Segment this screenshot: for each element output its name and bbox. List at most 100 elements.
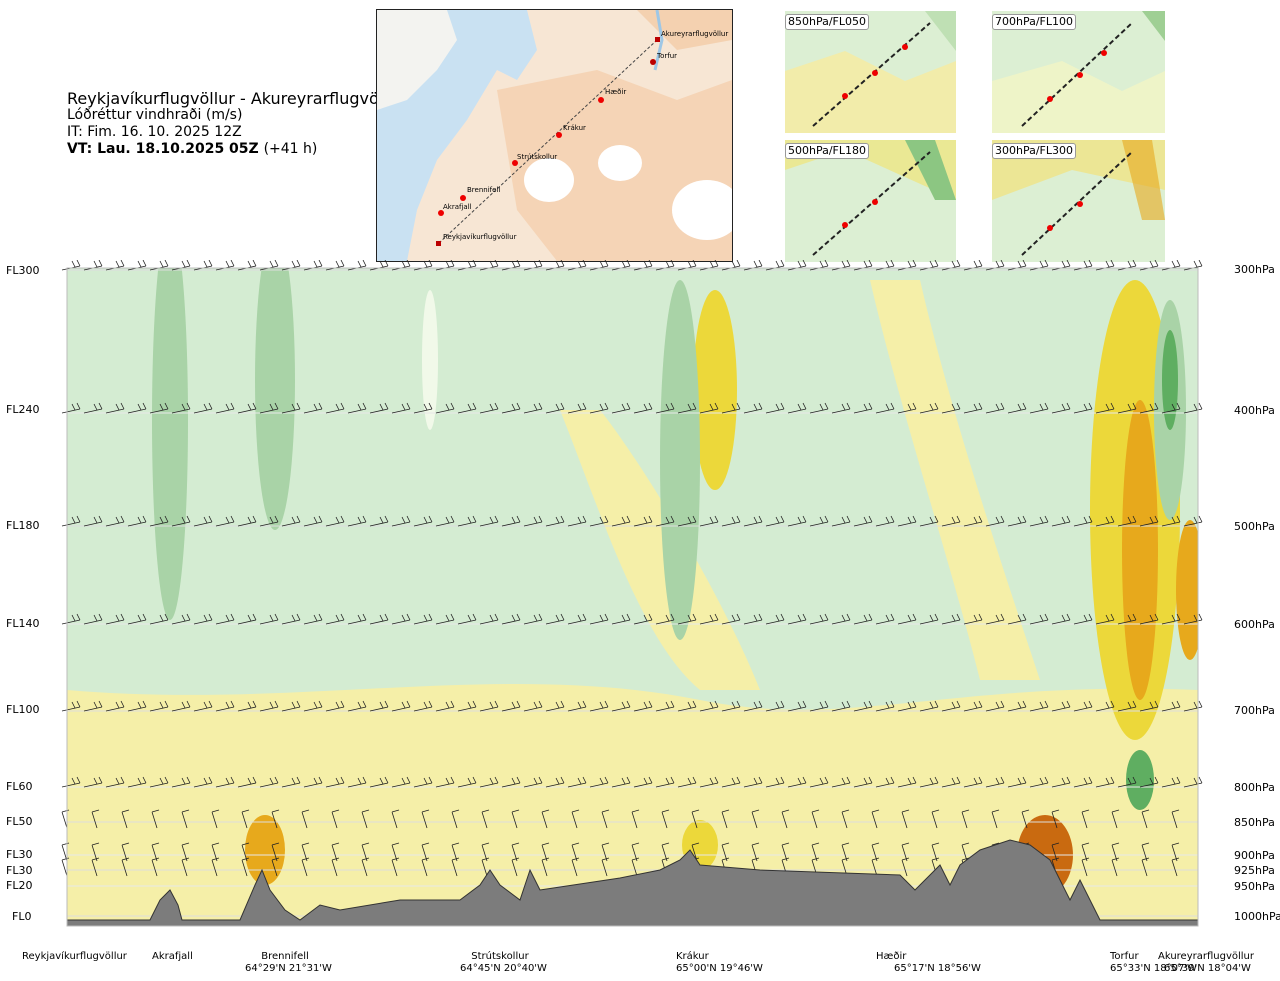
wind-barb — [631, 809, 640, 829]
wind-barb — [941, 776, 961, 788]
fl-label: FL30 — [6, 848, 33, 861]
route-map-canvas: Akureyrarflugvöllur Torfur Hæðir Krákur … — [377, 10, 732, 261]
wind-barb — [1007, 613, 1027, 625]
wind-barb — [1081, 842, 1090, 862]
wind-barb — [523, 700, 543, 712]
wind-barb — [151, 857, 160, 877]
wind-barb — [787, 515, 807, 527]
location-coord: 64°45'N 20°40'W — [460, 963, 547, 974]
wind-barb — [941, 515, 961, 527]
cross-section-chart — [61, 260, 1203, 927]
wind-barb — [787, 700, 807, 712]
wind-barb — [61, 842, 70, 862]
field-updraft-core-4 — [1176, 520, 1198, 660]
wind-barb — [215, 700, 235, 712]
wind-barb — [611, 515, 631, 527]
wind-barb — [721, 776, 741, 788]
wind-barb — [501, 515, 521, 527]
wind-barb — [541, 842, 550, 862]
wind-barb — [303, 515, 323, 527]
level-map-300-label: 300hPa/FL300 — [992, 143, 1077, 159]
wind-barb — [765, 613, 785, 625]
location-name: Brennifell — [261, 951, 309, 962]
wind-barb — [435, 613, 455, 625]
level-map-850[interactable]: 850hPa/FL050 — [785, 11, 956, 133]
wind-barb — [479, 613, 499, 625]
wind-barb — [347, 402, 367, 414]
wind-barb — [481, 857, 490, 877]
wind-barb — [127, 402, 147, 414]
wind-barb — [127, 515, 147, 527]
wind-barb — [631, 857, 640, 877]
wind-barb — [511, 857, 520, 877]
wind-barb — [901, 809, 910, 829]
wind-barb — [941, 700, 961, 712]
wind-barb — [765, 776, 785, 788]
wind-barb — [875, 402, 895, 414]
wind-barb — [413, 515, 433, 527]
wind-barb — [481, 842, 490, 862]
wind-barb — [545, 776, 565, 788]
level-map-300[interactable]: 300hPa/FL300 — [992, 140, 1165, 262]
wind-barb — [241, 809, 250, 829]
wind-barb — [1095, 402, 1115, 414]
terrain-profile — [66, 839, 1199, 927]
wind-barb — [1051, 515, 1071, 527]
wind-barb — [1051, 700, 1071, 712]
wind-barb — [151, 809, 160, 829]
location-label: Reykjavíkurflugvöllur — [22, 951, 127, 963]
wind-barb — [211, 857, 220, 877]
wind-barb — [831, 515, 851, 527]
fl-label: FL0 — [12, 910, 32, 923]
level-map-500[interactable]: 500hPa/FL180 — [785, 140, 956, 262]
wind-barb — [721, 809, 730, 829]
wind-barb — [457, 613, 477, 625]
field-neutral-1 — [422, 290, 438, 430]
pressure-label: 925hPa — [1234, 864, 1275, 877]
wind-barb — [751, 809, 760, 829]
wind-barb — [853, 402, 873, 414]
wind-barb — [985, 700, 1005, 712]
wind-barb — [121, 842, 130, 862]
wind-barb — [193, 613, 213, 625]
wind-barb — [271, 842, 280, 862]
wind-barb — [571, 809, 580, 829]
wind-barb — [1007, 402, 1027, 414]
wind-barb — [781, 809, 790, 829]
wind-barb — [1141, 857, 1150, 877]
location-name: Strútskollur — [471, 951, 529, 962]
wind-barb — [961, 809, 970, 829]
wind-barb — [985, 613, 1005, 625]
wind-barb — [1161, 515, 1181, 527]
wind-barb — [541, 857, 550, 877]
wind-barb — [871, 857, 880, 877]
wind-barb — [919, 402, 939, 414]
field-downdraft-core — [1162, 330, 1178, 430]
wind-barb — [303, 402, 323, 414]
wind-barb — [1117, 613, 1137, 625]
wind-barb — [347, 700, 367, 712]
wind-barb — [721, 700, 741, 712]
plot-frame — [66, 267, 1199, 927]
level-map-700[interactable]: 700hPa/FL100 — [992, 11, 1165, 133]
wind-barb — [61, 613, 81, 625]
wind-barb — [699, 402, 719, 414]
wind-barb — [601, 857, 610, 877]
wind-barb — [1029, 515, 1049, 527]
wind-barb — [831, 613, 851, 625]
wind-barb — [919, 700, 939, 712]
field-downdraft-1 — [152, 268, 188, 620]
wind-barb — [193, 700, 213, 712]
wind-barb — [193, 515, 213, 527]
wind-barb — [121, 809, 130, 829]
wind-barb — [511, 809, 520, 829]
wind-barb — [259, 402, 279, 414]
wind-barb — [961, 842, 970, 862]
wind-barb — [91, 809, 100, 829]
wind-barb — [985, 515, 1005, 527]
fl-label: FL140 — [6, 617, 40, 630]
wind-barb — [105, 402, 125, 414]
wind-barb — [897, 515, 917, 527]
wind-barb — [241, 857, 250, 877]
wind-barb — [325, 402, 345, 414]
